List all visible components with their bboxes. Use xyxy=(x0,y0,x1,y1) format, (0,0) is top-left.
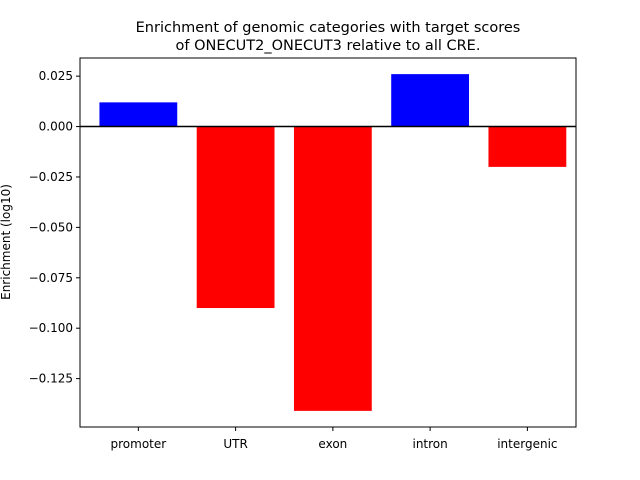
chart-title-line2: of ONECUT2_ONECUT3 relative to all CRE. xyxy=(176,38,481,54)
bar-intron xyxy=(391,74,470,127)
bar-exon xyxy=(293,126,372,411)
bars-group xyxy=(99,74,567,411)
y-tick-label: −0.125 xyxy=(29,372,73,386)
y-axis-ticks: 0.025 0.000 −0.025 −0.050 −0.075 −0.100 −0.125 xyxy=(29,69,80,386)
y-tick-label: −0.100 xyxy=(29,321,73,335)
x-tick-label: promoter xyxy=(111,437,167,451)
x-axis-ticks: promoter UTR exon intron intergenic xyxy=(111,427,558,451)
x-tick-label: intergenic xyxy=(497,437,557,451)
y-tick-label: −0.075 xyxy=(29,271,73,285)
chart-title-line1: Enrichment of genomic categories with ta… xyxy=(136,20,521,36)
y-tick-label: 0.025 xyxy=(39,69,73,83)
bar-intergenic xyxy=(488,126,567,167)
x-tick-label: exon xyxy=(318,437,347,451)
y-tick-label: 0.000 xyxy=(39,120,73,134)
y-tick-label: −0.025 xyxy=(29,170,73,184)
plot-frame xyxy=(79,57,577,428)
x-tick-label: intron xyxy=(412,437,447,451)
y-tick-label: −0.050 xyxy=(29,220,73,234)
y-axis-label: Enrichment (log10) xyxy=(0,184,13,300)
bar-UTR xyxy=(196,126,275,309)
x-tick-label: UTR xyxy=(223,437,247,451)
bar-promoter xyxy=(99,102,178,127)
